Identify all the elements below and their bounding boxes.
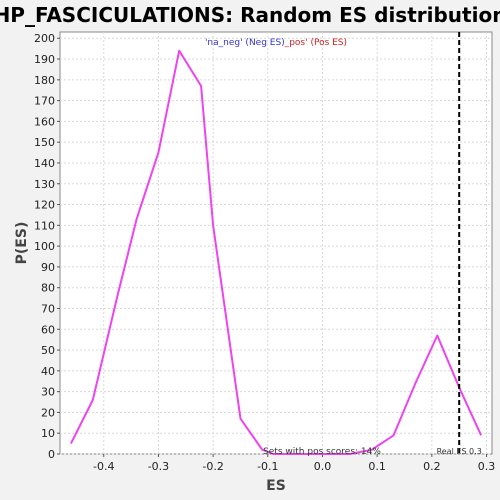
legend-neg-label: 'na_neg' (Neg ES): [205, 38, 285, 48]
y-tick-label: 20: [41, 406, 55, 419]
x-tick-label: 0.0: [314, 460, 332, 473]
pos-scores-annotation: Sets with pos scores: 14%: [263, 447, 381, 457]
y-tick-label: 130: [34, 178, 55, 191]
y-tick-label: 60: [41, 323, 55, 336]
y-tick-label: 10: [41, 427, 55, 440]
y-tick-label: 70: [41, 302, 55, 315]
x-tick-label: -0.2: [202, 460, 223, 473]
x-tick-label: 0.1: [368, 460, 386, 473]
x-axis-label: ES: [266, 478, 286, 494]
y-tick-label: 140: [34, 157, 55, 170]
legend: 'na_neg' (Neg ES)_pos' (Pos ES): [205, 38, 347, 48]
y-axis-label: P(ES): [14, 222, 30, 265]
y-tick-label: 50: [41, 344, 55, 357]
y-tick-label: 180: [34, 74, 55, 87]
y-tick-label: 0: [48, 448, 55, 461]
x-tick-label: -0.1: [257, 460, 278, 473]
y-tick-label: 160: [34, 115, 55, 128]
y-tick-label: 150: [34, 136, 55, 149]
y-tick-label: 110: [34, 219, 55, 232]
chart-title: HP_FASCICULATIONS: Random ES distributio…: [0, 3, 500, 27]
y-tick-label: 80: [41, 282, 55, 295]
plot-area: [59, 31, 493, 455]
y-tick-label: 100: [34, 240, 55, 253]
y-tick-label: 190: [34, 53, 55, 66]
grid: [60, 32, 492, 455]
x-tick-label: -0.4: [93, 460, 114, 473]
y-axis-ticks: 0 10 20 30 40 50 60 70 80 90 100 110 120 130 140 150 160…: [34, 32, 60, 461]
series-line: [70, 49, 483, 455]
x-tick-label: 0.3: [478, 460, 496, 473]
x-tick-label: 0.2: [423, 460, 441, 473]
y-tick-label: 200: [34, 32, 55, 45]
legend-pos-label: _pos' (Pos ES): [284, 38, 347, 48]
y-tick-label: 120: [34, 199, 55, 212]
y-tick-label: 170: [34, 95, 55, 108]
y-tick-label: 30: [41, 386, 55, 399]
y-tick-label: 40: [41, 365, 55, 378]
series-layer: [70, 49, 483, 455]
x-tick-label: -0.3: [148, 460, 169, 473]
real-es-label: Real ES 0.3: [437, 447, 482, 456]
y-tick-label: 90: [41, 261, 55, 274]
x-axis-ticks: -0.4 -0.3 -0.2 -0.1 0.0 0.1 0.2 0.3: [93, 454, 495, 473]
